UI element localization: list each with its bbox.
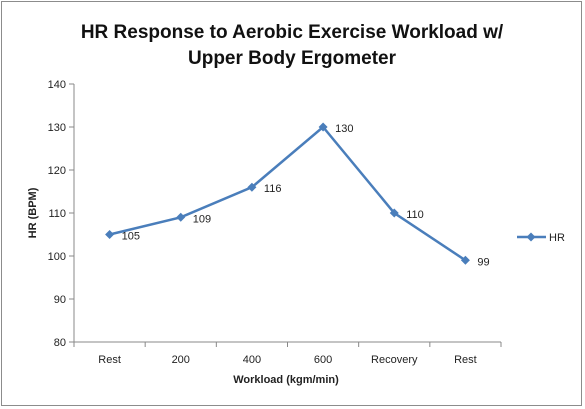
data-point-marker (176, 212, 186, 222)
chart-title-line2: Upper Body Ergometer (188, 48, 397, 69)
y-tick-label: 100 (48, 251, 66, 263)
data-label: 110 (406, 209, 424, 221)
x-tick-label: Recovery (371, 354, 418, 366)
data-point-marker (318, 122, 328, 132)
plot-area: 80 90 100 110 120 130 140 Rest 200 400 600 Recover… (48, 79, 502, 366)
y-tick-label: 140 (48, 79, 66, 91)
data-point-marker (247, 182, 257, 192)
x-tick-label: Rest (454, 354, 477, 366)
data-label: 116 (264, 183, 282, 195)
x-tick-label: 400 (243, 354, 261, 366)
y-tick-label: 90 (54, 294, 66, 306)
series-markers (105, 122, 470, 265)
data-label: 109 (193, 213, 211, 225)
x-ticks: Rest 200 400 600 Recovery Rest (73, 342, 502, 366)
data-label: 105 (122, 231, 140, 243)
x-axis-label: Workload (kgm/min) (233, 374, 339, 386)
y-ticks: 80 90 100 110 120 130 140 (48, 79, 74, 349)
y-axis-label: HR (BPM) (27, 187, 39, 238)
data-label: 130 (335, 123, 353, 135)
data-point-marker (105, 230, 115, 239)
y-tick-label: 80 (54, 337, 66, 349)
y-tick-label: 110 (48, 208, 66, 220)
x-tick-label: Rest (98, 354, 121, 366)
y-tick-label: 120 (48, 165, 66, 177)
data-point-marker (389, 208, 399, 218)
legend-marker (526, 232, 536, 242)
data-labels: 105 109 116 130 110 99 (122, 123, 490, 268)
series-line-hr (109, 125, 467, 262)
y-tick-label: 130 (48, 122, 66, 134)
x-tick-label: 600 (314, 354, 332, 366)
x-tick-label: 200 (172, 354, 190, 366)
chart-title-line1: HR Response to Aerobic Exercise Workload… (81, 22, 504, 43)
legend: HR (517, 232, 565, 244)
legend-label-hr: HR (549, 232, 565, 244)
data-label: 99 (477, 256, 489, 268)
data-point-marker (460, 255, 470, 265)
